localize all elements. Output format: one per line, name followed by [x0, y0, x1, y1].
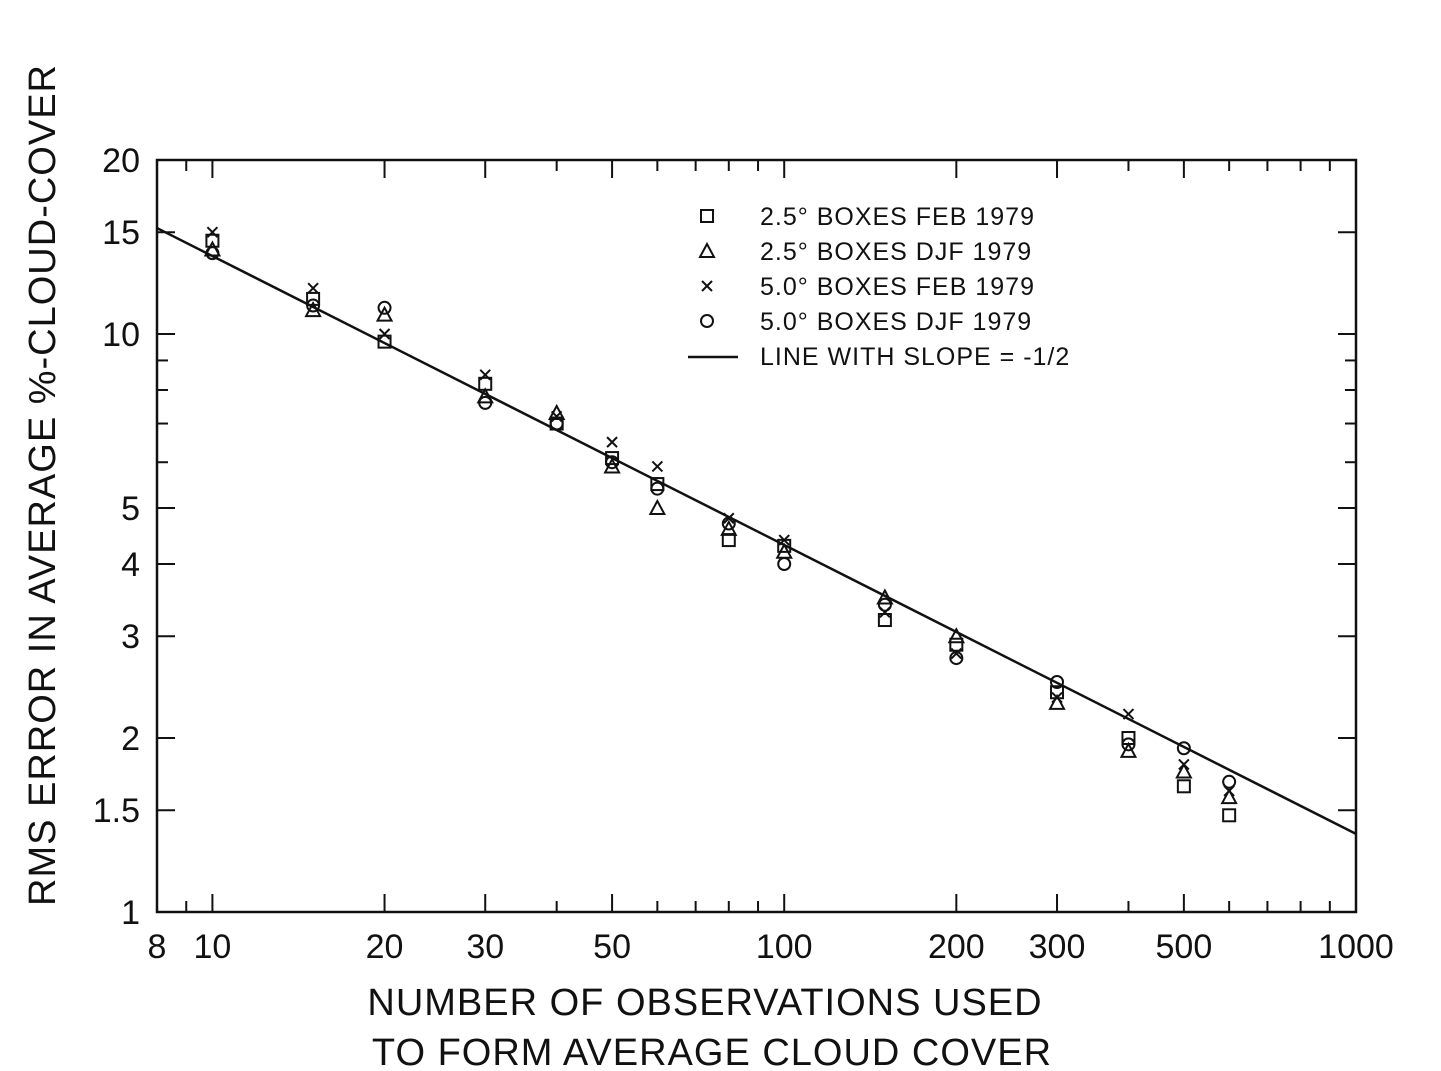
x-tick-label: 8	[148, 928, 167, 966]
data-point-triangle	[947, 627, 966, 644]
data-point-square	[377, 334, 392, 349]
data-point-circle	[721, 516, 736, 531]
data-point-circle	[306, 298, 321, 313]
y-tick-label: 10	[102, 316, 140, 354]
data-point-x	[206, 226, 219, 238]
data-markers	[203, 226, 1238, 823]
data-point-circle	[1121, 737, 1136, 752]
data-point-square	[1176, 779, 1191, 794]
data-point-circle	[205, 246, 220, 261]
x-tick-label: 500	[1156, 928, 1213, 966]
data-point-x	[1051, 691, 1063, 704]
x-tick-label: 30	[466, 928, 504, 966]
x-tick-label: 300	[1029, 928, 1086, 966]
data-point-circle	[877, 597, 892, 612]
legend-symbol-triangle	[698, 241, 716, 258]
legend-label: 2.5° BOXES DJF 1979	[760, 238, 1032, 266]
data-point-triangle	[1175, 762, 1193, 779]
data-point-circle	[777, 557, 792, 572]
data-point-x	[479, 369, 491, 381]
data-point-circle	[949, 651, 964, 666]
data-point-triangle	[375, 305, 394, 322]
x-axis-title-line-1: NUMBER OF OBSERVATIONS USED	[367, 982, 1042, 1024]
legend: 2.5° BOXES FEB 1979 2.5° BOXES DJF 1979 5.…	[688, 203, 1070, 371]
data-point-x	[651, 460, 664, 473]
data-point-circle	[1050, 674, 1065, 689]
data-point-circle	[1222, 774, 1237, 789]
legend-symbol-square	[700, 209, 714, 223]
data-point-x	[950, 647, 963, 660]
data-point-square	[605, 451, 620, 466]
legend-label: LINE WITH SLOPE = -1/2	[760, 343, 1070, 371]
data-point-circle	[1176, 741, 1191, 756]
plot-frame	[155, 158, 1358, 914]
x-tick-label: 10	[193, 928, 231, 966]
x-tick-label: 1000	[1318, 928, 1394, 966]
data-point-x	[378, 328, 391, 340]
data-point-x	[1122, 708, 1135, 720]
legend-label: 5.0° BOXES DJF 1979	[760, 308, 1032, 336]
y-tick-label: 15	[102, 214, 140, 252]
data-point-circle	[549, 416, 564, 431]
x-tick-label: 200	[928, 928, 985, 966]
data-point-x	[1178, 758, 1190, 771]
legend-symbol-circle	[700, 314, 714, 328]
y-tick-label: 2	[121, 720, 140, 758]
data-point-circle	[650, 481, 665, 496]
y-tick-labels: 1 1.5 2 3 4 5 10 15 20	[93, 142, 140, 932]
x-tick-labels: 8 10 20 30 50 100 200 300 500 1000	[148, 928, 1394, 966]
y-tick-label: 1.5	[93, 792, 140, 830]
y-tick-label: 3	[121, 618, 140, 656]
y-axis-title: RMS ERROR IN AVERAGE %-CLOUD-COVER	[22, 64, 64, 906]
data-point-triangle	[648, 498, 667, 515]
data-point-x	[606, 436, 618, 448]
data-point-triangle	[476, 387, 494, 404]
fit-line-layer	[156, 226, 1357, 836]
x-tick-label: 20	[366, 928, 404, 966]
data-point-square	[877, 613, 892, 628]
legend-label: 2.5° BOXES FEB 1979	[760, 203, 1035, 231]
x-tick-label: 50	[593, 928, 631, 966]
y-tick-label: 5	[121, 490, 140, 528]
data-point-square	[650, 477, 665, 492]
legend-label: 5.0° BOXES FEB 1979	[760, 273, 1035, 301]
data-point-square	[1222, 808, 1237, 823]
legend-symbol-x	[701, 280, 713, 292]
data-point-x	[778, 534, 790, 546]
data-point-circle	[478, 395, 493, 410]
data-point-triangle	[1220, 788, 1238, 805]
data-point-triangle	[876, 588, 894, 605]
fit-line	[156, 226, 1357, 836]
data-point-x	[307, 282, 319, 294]
data-point-circle	[605, 455, 620, 470]
y-tick-label: 20	[102, 142, 140, 180]
x-tick-label: 100	[756, 928, 813, 966]
y-tick-label: 4	[121, 546, 140, 584]
data-point-circle	[377, 300, 392, 315]
axis-ticks	[156, 159, 1357, 913]
y-tick-label: 1	[121, 894, 140, 932]
data-point-square	[949, 637, 964, 652]
x-axis-title-line-2: TO FORM AVERAGE CLOUD COVER	[372, 1032, 1052, 1071]
